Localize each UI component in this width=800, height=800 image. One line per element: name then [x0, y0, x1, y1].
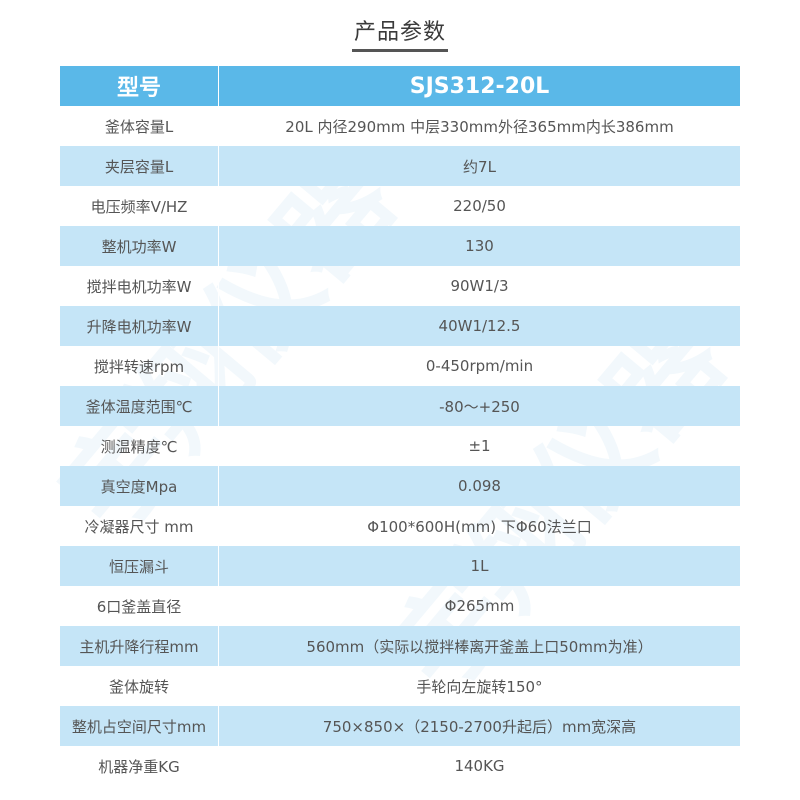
row-value: 0.098 — [218, 466, 740, 506]
row-label: 整机功率W — [60, 226, 219, 266]
table-row: 釜体旋转 手轮向左旋转150° — [60, 666, 740, 706]
row-value: 约7L — [218, 146, 740, 186]
page-title: 产品参数 — [0, 14, 800, 52]
model-value: SJS312-20L — [218, 66, 740, 106]
table-row: 釜体温度范围℃ -80～+250 — [60, 386, 740, 426]
table-header-row: 型号 SJS312-20L — [60, 66, 740, 106]
row-label: 整机占空间尺寸mm — [60, 706, 219, 746]
row-label: 夹层容量L — [60, 146, 219, 186]
table-row: 整机功率W 130 — [60, 226, 740, 266]
row-label: 真空度Mpa — [60, 466, 219, 506]
table-row: 冷凝器尺寸 mm Φ100*600H(mm) 下Φ60法兰口 — [60, 506, 740, 546]
table-row: 釜体容量L 20L 内径290mm 中层330mm外径365mm内长386mm — [60, 106, 740, 146]
model-label: 型号 — [60, 66, 219, 106]
row-label: 搅拌电机功率W — [60, 266, 219, 306]
table-row: 搅拌电机功率W 90W1/3 — [60, 266, 740, 306]
row-value: 1L — [218, 546, 740, 586]
row-label: 电压频率V/HZ — [60, 186, 219, 226]
row-label: 搅拌转速rpm — [60, 346, 219, 386]
table-row: 电压频率V/HZ 220/50 — [60, 186, 740, 226]
row-value: 750×850×（2150-2700升起后）mm宽深高 — [218, 706, 740, 746]
row-value: 220/50 — [453, 197, 506, 215]
row-label: 釜体旋转 — [60, 666, 219, 706]
table-row: 机器净重KG 140KG — [60, 746, 740, 786]
row-label: 釜体容量L — [60, 106, 219, 146]
table-row: 搅拌转速rpm 0-450rpm/min — [60, 346, 740, 386]
row-value: 手轮向左旋转150° — [416, 677, 543, 696]
row-value: -80～+250 — [218, 386, 740, 426]
table-row: 升降电机功率W 40W1/12.5 — [60, 306, 740, 346]
row-label: 冷凝器尺寸 mm — [60, 506, 219, 546]
row-value: 560mm（实际以搅拌棒离开釜盖上口50mm为准） — [218, 626, 740, 666]
table-row: 主机升降行程mm 560mm（实际以搅拌棒离开釜盖上口50mm为准） — [60, 626, 740, 666]
table-row: 整机占空间尺寸mm 750×850×（2150-2700升起后）mm宽深高 — [60, 706, 740, 746]
table-row: 夹层容量L 约7L — [60, 146, 740, 186]
row-label: 测温精度℃ — [60, 426, 219, 466]
row-value: ±1 — [468, 437, 491, 455]
row-value: Φ100*600H(mm) 下Φ60法兰口 — [367, 517, 592, 536]
table-row: 测温精度℃ ±1 — [60, 426, 740, 466]
row-label: 釜体温度范围℃ — [60, 386, 219, 426]
row-label: 6口釜盖直径 — [60, 586, 219, 626]
row-label: 恒压漏斗 — [60, 546, 219, 586]
row-value: 0-450rpm/min — [425, 357, 534, 375]
table-row: 6口釜盖直径 Φ265mm — [60, 586, 740, 626]
row-value: 40W1/12.5 — [218, 306, 740, 346]
row-value: 20L 内径290mm 中层330mm外径365mm内长386mm — [285, 117, 674, 136]
spec-table: 型号 SJS312-20L 釜体容量L 20L 内径290mm 中层330mm外径… — [60, 66, 740, 786]
row-label: 主机升降行程mm — [60, 626, 219, 666]
row-label: 机器净重KG — [60, 746, 219, 786]
row-value: 90W1/3 — [450, 277, 509, 295]
row-value: 130 — [218, 226, 740, 266]
row-value: 140KG — [454, 757, 505, 775]
table-row: 恒压漏斗 1L — [60, 546, 740, 586]
row-label: 升降电机功率W — [60, 306, 219, 346]
table-row: 真空度Mpa 0.098 — [60, 466, 740, 506]
row-value: Φ265mm — [444, 597, 515, 615]
